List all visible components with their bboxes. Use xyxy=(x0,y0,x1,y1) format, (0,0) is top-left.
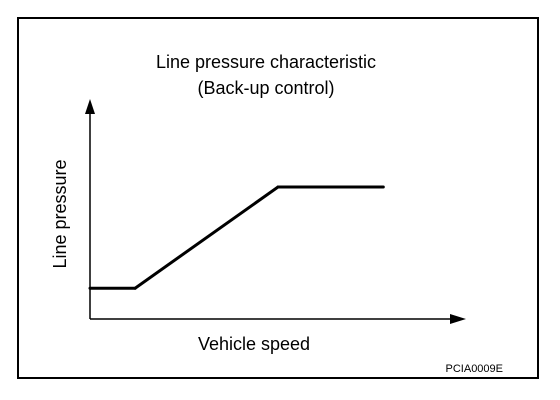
series-line-pressure xyxy=(90,185,384,290)
chart-subtitle: (Back-up control) xyxy=(197,78,334,98)
data-point xyxy=(88,286,92,290)
figure-code: PCIA0009E xyxy=(446,363,503,375)
chart-title: Line pressure characteristic xyxy=(156,52,376,72)
y-axis-label: Line pressure xyxy=(50,159,70,268)
series-points xyxy=(88,185,385,290)
data-point xyxy=(133,286,137,290)
figure-frame xyxy=(17,17,539,379)
x-axis-label: Vehicle speed xyxy=(198,334,310,354)
y-axis-arrow xyxy=(85,99,95,114)
data-point xyxy=(276,185,280,189)
data-point xyxy=(381,185,385,189)
plot-area xyxy=(85,99,466,324)
x-axis-arrow xyxy=(450,314,466,324)
